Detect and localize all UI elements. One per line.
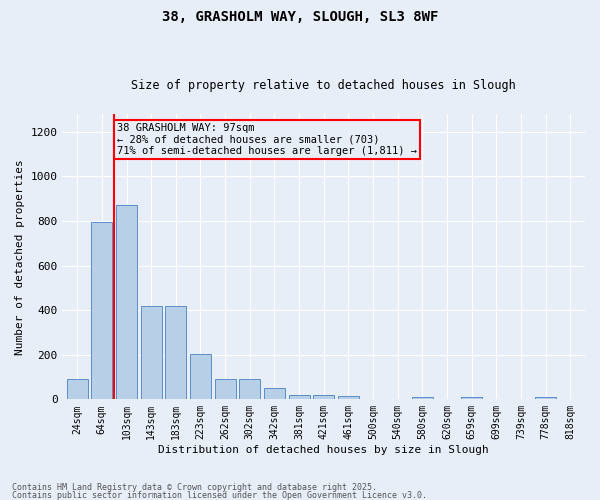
Bar — [91, 222, 112, 400]
Bar — [289, 395, 310, 400]
Bar — [239, 380, 260, 400]
Text: Contains public sector information licensed under the Open Government Licence v3: Contains public sector information licen… — [12, 490, 427, 500]
Title: Size of property relative to detached houses in Slough: Size of property relative to detached ho… — [131, 79, 516, 92]
Bar — [140, 306, 161, 400]
Text: 38, GRASHOLM WAY, SLOUGH, SL3 8WF: 38, GRASHOLM WAY, SLOUGH, SL3 8WF — [162, 10, 438, 24]
Bar — [116, 206, 137, 400]
X-axis label: Distribution of detached houses by size in Slough: Distribution of detached houses by size … — [158, 445, 489, 455]
Bar — [461, 397, 482, 400]
Bar — [166, 306, 186, 400]
Text: 38 GRASHOLM WAY: 97sqm
← 28% of detached houses are smaller (703)
71% of semi-de: 38 GRASHOLM WAY: 97sqm ← 28% of detached… — [116, 123, 416, 156]
Bar — [535, 397, 556, 400]
Bar — [190, 354, 211, 400]
Bar — [215, 380, 236, 400]
Bar — [313, 395, 334, 400]
Text: Contains HM Land Registry data © Crown copyright and database right 2025.: Contains HM Land Registry data © Crown c… — [12, 484, 377, 492]
Bar — [338, 396, 359, 400]
Bar — [412, 397, 433, 400]
Bar — [264, 388, 285, 400]
Bar — [67, 380, 88, 400]
Y-axis label: Number of detached properties: Number of detached properties — [15, 159, 25, 354]
